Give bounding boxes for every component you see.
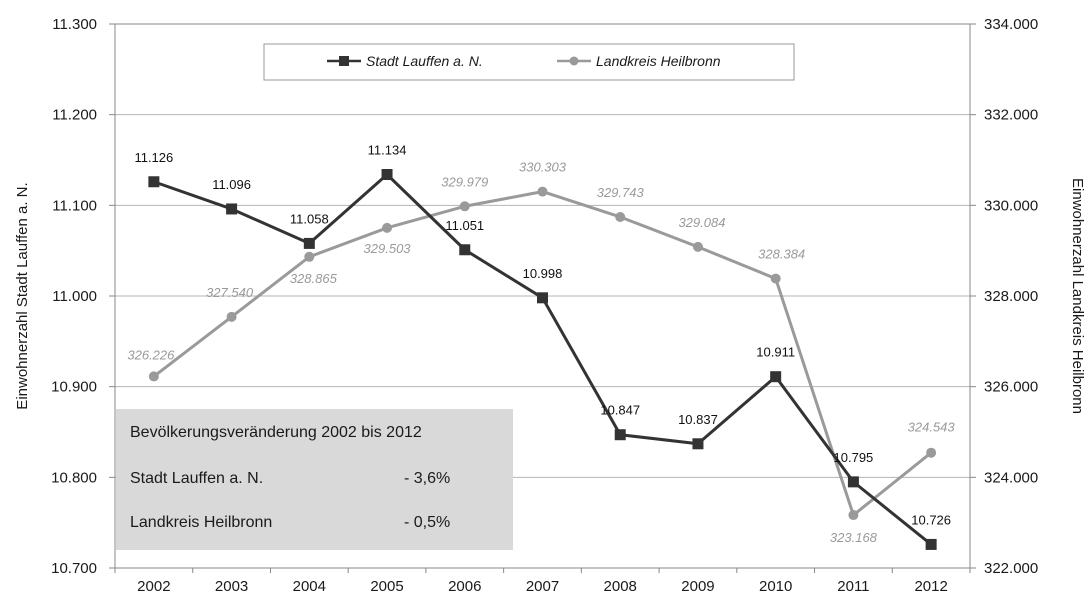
data-label-stadt: 10.847 [600,403,640,418]
y-axis-right-title: Einwohnerzahl Landkreis Heilbronn [1069,178,1086,414]
data-point-landkreis [770,273,781,284]
data-label-stadt: 10.726 [911,512,951,527]
x-tick-label: 2010 [759,578,792,595]
info-box-title: Bevölkerungsveränderung 2002 bis 2012 [130,424,422,441]
data-label-landkreis: 330.303 [519,160,567,175]
legend-label-landkreis: Landkreis Heilbronn [596,53,721,69]
data-labels: 11.126 11.096 11.058 11.134 11.051 10.998 10.8… [127,143,955,546]
data-label-landkreis: 329.503 [364,241,412,256]
y-right-tick-label: 328.000 [984,288,1038,305]
data-label-landkreis: 329.979 [441,174,488,189]
x-tick-label: 2004 [293,578,326,595]
data-point-landkreis [148,371,159,382]
x-tick-label: 2007 [526,578,559,595]
data-point-stadt [226,203,238,215]
y-left-tick-label: 11.300 [52,16,97,33]
data-point-stadt [459,244,471,256]
data-point-stadt [614,429,626,441]
data-point-landkreis [459,201,470,212]
data-point-landkreis [226,311,237,322]
data-point-landkreis [692,241,703,252]
legend-marker-stadt [339,56,349,66]
data-label-landkreis: 327.540 [206,285,254,300]
data-point-stadt [692,438,704,450]
data-label-stadt: 11.096 [212,177,251,192]
data-label-landkreis: 326.226 [127,347,175,362]
data-point-stadt [537,292,548,304]
data-label-stadt: 11.051 [445,218,484,233]
y-axis-left-title: Einwohnerzahl Stadt Lauffen a. N. [14,182,31,409]
data-point-stadt [148,176,160,188]
data-label-stadt: 11.058 [290,211,329,226]
series [148,169,937,550]
y-left-tick-label: 11.000 [52,288,97,305]
y-right-tick-label: 330.000 [984,197,1038,214]
data-point-landkreis [848,510,859,521]
data-point-landkreis [304,251,315,262]
data-label-stadt: 10.795 [834,450,874,465]
info-row-label: Landkreis Heilbronn [130,514,272,531]
axes-labels: 10.700 10.800 10.900 11.000 11.100 11.200 11.3… [51,16,1038,595]
data-label-stadt: 11.126 [134,150,173,165]
data-point-landkreis [926,447,937,458]
data-point-landkreis [382,222,393,233]
data-point-stadt [770,371,782,383]
data-label-stadt: 10.911 [756,345,795,360]
data-label-landkreis: 323.168 [830,530,878,545]
info-row-value: - 0,5% [404,514,450,531]
legend-marker-landkreis [569,56,579,66]
x-tick-label: 2003 [215,578,248,595]
data-point-stadt [381,169,393,181]
x-tick-label: 2012 [914,578,947,595]
x-tick-label: 2011 [837,578,869,595]
y-right-tick-label: 324.000 [984,469,1038,486]
y-left-tick-label: 10.700 [51,560,97,577]
y-right-tick-label: 322.000 [984,560,1038,577]
data-point-stadt [925,538,937,550]
data-label-stadt: 11.134 [368,143,407,158]
x-tick-label: 2002 [137,578,170,595]
info-box-background [116,409,513,550]
info-box: Bevölkerungsveränderung 2002 bis 2012 St… [116,409,513,550]
info-row-label: Stadt Lauffen a. N. [130,470,263,487]
data-point-landkreis [537,186,548,197]
info-row-value: - 3,6% [404,470,450,487]
legend: Stadt Lauffen a. N. Landkreis Heilbronn [263,43,795,81]
legend-label-stadt: Stadt Lauffen a. N. [366,53,483,69]
x-tick-label: 2008 [604,578,637,595]
y-left-tick-label: 10.800 [51,469,97,486]
data-label-landkreis: 328.865 [290,271,338,286]
y-right-tick-label: 334.000 [984,16,1038,33]
y-left-tick-label: 11.200 [52,107,97,124]
data-label-landkreis: 329.743 [597,185,645,200]
data-label-landkreis: 324.543 [908,420,956,435]
y-right-tick-label: 332.000 [984,107,1038,124]
x-tick-label: 2009 [681,578,714,595]
x-tick-label: 2006 [448,578,481,595]
data-label-landkreis: 329.084 [678,215,725,230]
y-left-tick-label: 10.900 [51,379,97,396]
y-left-tick-label: 11.100 [52,197,97,214]
data-point-stadt [303,237,315,249]
x-tick-label: 2005 [370,578,403,595]
data-label-landkreis: 328.384 [758,247,805,262]
data-label-stadt: 10.998 [523,266,563,281]
y-right-tick-label: 326.000 [984,379,1038,396]
data-point-stadt [847,476,859,488]
data-label-stadt: 10.837 [678,412,718,427]
data-point-landkreis [615,211,626,222]
